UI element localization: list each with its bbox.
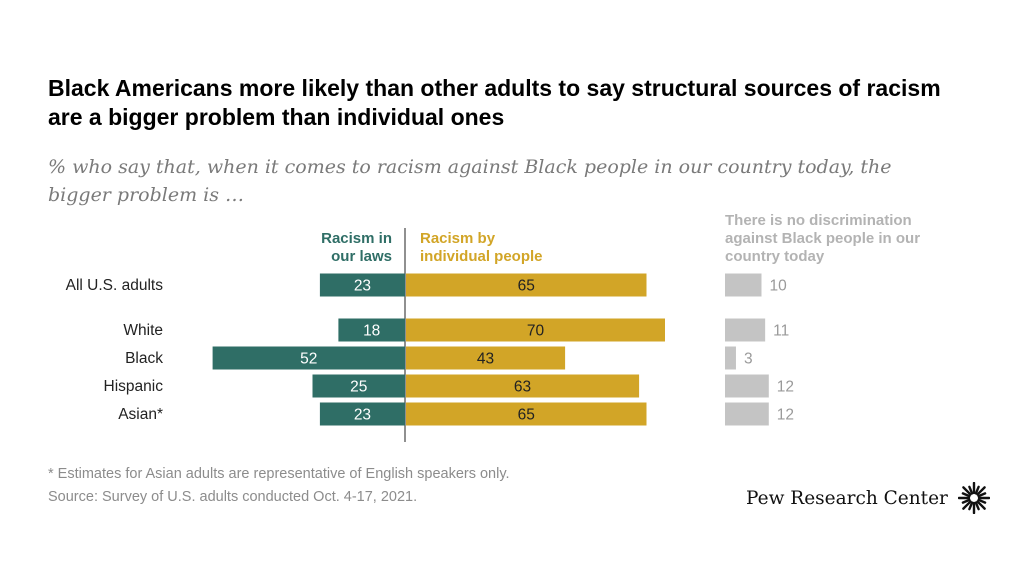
bar-no-discrimination-black [725, 346, 736, 370]
logo-ray [974, 501, 980, 511]
chart-title: Black Americans more likely than other a… [48, 75, 941, 130]
value-label-individual-hispanic: 63 [514, 379, 531, 396]
value-label-no-discrimination-black: 3 [744, 351, 753, 368]
logo-ray [961, 492, 971, 498]
category-label-hispanic: Hispanic [104, 378, 164, 395]
legend-racism-by-individuals: Racism by individual people [420, 230, 543, 265]
value-label-no-discrimination-hispanic: 12 [777, 379, 794, 396]
logo-ray [968, 501, 974, 511]
logo-ray [974, 485, 980, 495]
logo-ray [961, 498, 971, 504]
logo-ray [976, 486, 986, 496]
value-label-no-discrimination-asian: 12 [777, 407, 794, 424]
bar-racism-in-laws-asian [319, 402, 405, 426]
bar-racism-by-individuals-black [406, 346, 566, 370]
logo-ray [962, 486, 972, 496]
value-label-laws-black: 52 [300, 351, 317, 368]
bar-racism-by-individuals-all-u-s-adults [406, 273, 647, 297]
logo-ray [977, 498, 987, 504]
legend-no-discrimination: There is no discrimination against Black… [725, 212, 921, 265]
bar-racism-in-laws-all-u-s-adults [319, 273, 405, 297]
chart-subtitle: % who say that, when it comes to racism … [48, 156, 892, 206]
value-label-individual-black: 43 [477, 351, 494, 368]
category-label-asian: Asian* [118, 406, 163, 423]
category-label-white: White [123, 322, 163, 339]
value-label-individual-all-u-s-adults: 65 [518, 278, 535, 295]
value-label-individual-white: 70 [527, 323, 545, 340]
bar-racism-by-individuals-hispanic [406, 374, 640, 398]
value-label-laws-all-u-s-adults: 23 [354, 278, 371, 295]
logo-ray [968, 485, 974, 495]
value-label-no-discrimination-white: 11 [773, 323, 789, 340]
sunburst-logo-icon [957, 482, 990, 514]
value-label-laws-asian: 23 [354, 407, 371, 424]
bar-racism-in-laws-white [338, 318, 405, 342]
bar-no-discrimination-all-u-s-adults [725, 273, 762, 297]
legend-racism-in-laws: Racism in our laws [321, 230, 392, 265]
value-label-individual-asian: 65 [518, 407, 535, 424]
bar-no-discrimination-hispanic [725, 374, 769, 398]
bar-no-discrimination-asian [725, 402, 769, 426]
bar-no-discrimination-white [725, 318, 766, 342]
bar-racism-in-laws-black [212, 346, 405, 370]
value-label-laws-white: 18 [363, 323, 380, 340]
pew-research-logo: Pew Research Center [746, 482, 990, 514]
logo-text: Pew Research Center [746, 487, 948, 509]
logo-ray [962, 500, 972, 510]
source-note: Source: Survey of U.S. adults conducted … [48, 489, 418, 505]
value-label-laws-hispanic: 25 [350, 379, 367, 396]
logo-ray [977, 492, 987, 498]
footnote: * Estimates for Asian adults are represe… [48, 466, 510, 482]
category-label-black: Black [125, 350, 163, 367]
value-label-no-discrimination-all-u-s-adults: 10 [770, 278, 788, 295]
bar-racism-in-laws-hispanic [312, 374, 405, 398]
category-label-all-u-s-adults: All U.S. adults [66, 277, 164, 294]
bar-racism-by-individuals-asian [406, 402, 647, 426]
bar-racism-by-individuals-white [406, 318, 665, 342]
logo-ray [976, 500, 986, 510]
